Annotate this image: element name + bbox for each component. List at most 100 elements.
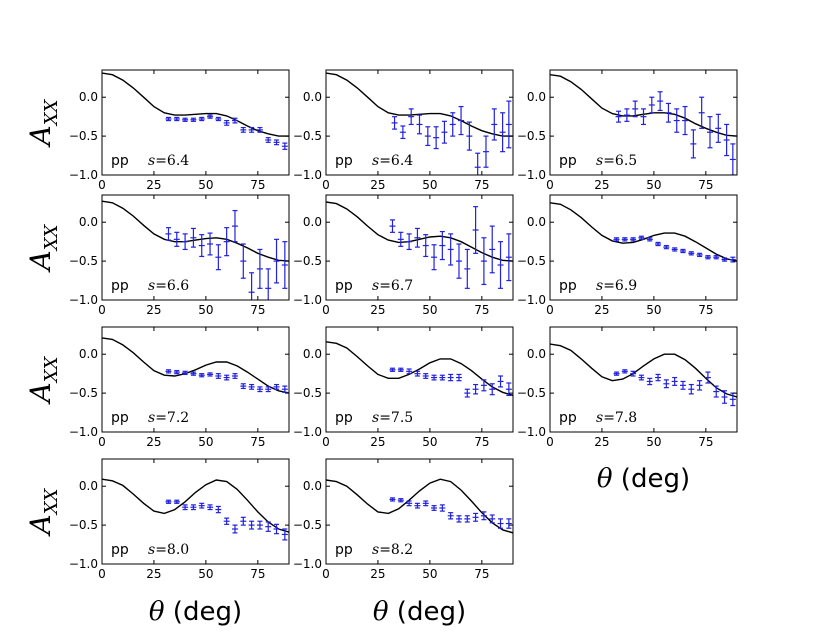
energy-value: =6.4 — [379, 153, 413, 169]
data-point — [256, 386, 263, 393]
y-axis-subscript: XX — [41, 223, 62, 252]
panel-frame — [101, 326, 290, 433]
y-axis-label-text: AXX — [24, 223, 62, 273]
panel-energy-label: s=6.9 — [596, 278, 637, 294]
panel-frame — [549, 194, 738, 301]
data-point — [455, 243, 462, 279]
panel-plot-area — [326, 201, 513, 289]
data-point — [729, 256, 736, 263]
data-point — [466, 121, 473, 151]
panel-6: 0 25 50 75 0.0 −0.5 −1.0 pp s=6.9 — [517, 194, 738, 317]
data-point — [640, 108, 647, 126]
data-point — [389, 367, 396, 372]
data-point — [455, 515, 462, 523]
panel-plot-area — [102, 478, 289, 541]
x-tick-label: 75 — [698, 178, 713, 192]
panel-label: pp — [559, 278, 577, 294]
data-point — [713, 255, 720, 260]
data-point — [248, 272, 255, 300]
panel-frame — [325, 458, 514, 565]
panel-energy-label: s=7.5 — [372, 410, 413, 426]
x-axis-label: θ (deg) — [597, 464, 690, 494]
data-point — [431, 244, 438, 271]
energy-value: =6.4 — [155, 153, 189, 169]
x-tick-label: 25 — [370, 178, 385, 192]
data-point — [408, 108, 415, 126]
y-axis-label-text: AXX — [24, 487, 62, 537]
energy-symbol: s — [372, 410, 379, 426]
y-axis-label: AXX — [24, 223, 62, 273]
y-tick-label: −0.5 — [69, 386, 98, 400]
data-point — [688, 383, 695, 395]
data-point — [464, 388, 471, 398]
data-point — [665, 102, 672, 123]
panel-label: pp — [111, 153, 129, 169]
x-axis-unit: (deg) — [613, 464, 691, 494]
y-tick-label: 0.0 — [527, 347, 546, 361]
x-tick-label: 25 — [594, 435, 609, 449]
x-tick-label: 50 — [422, 435, 437, 449]
x-tick-label: 75 — [698, 303, 713, 317]
energy-value: =6.9 — [603, 278, 637, 294]
data-point — [273, 523, 280, 535]
x-tick-label: 25 — [370, 435, 385, 449]
x-tick-label: 0 — [546, 303, 554, 317]
data-point — [679, 248, 686, 254]
data-point — [265, 137, 272, 143]
data-point — [422, 500, 429, 507]
data-point — [215, 373, 222, 379]
y-tick-label: −0.5 — [69, 254, 98, 268]
panel-energy-label: s=6.5 — [596, 153, 637, 169]
data-point — [713, 385, 720, 398]
data-point — [207, 114, 214, 119]
y-axis-label: AXX — [24, 355, 62, 405]
data-point — [499, 112, 506, 153]
data-point — [240, 243, 247, 279]
data-point — [704, 371, 711, 384]
theory-curve — [102, 200, 289, 262]
y-tick-label: −1.0 — [293, 168, 322, 182]
y-axis-symbol: A — [24, 250, 57, 273]
data-point — [281, 241, 288, 289]
data-point — [397, 231, 404, 247]
data-point — [207, 232, 214, 256]
energy-symbol: s — [372, 278, 379, 294]
data-point — [679, 380, 686, 390]
panel-3: 0 25 50 75 0.0 −0.5 −1.0 pp s=6.5 — [517, 69, 738, 192]
y-tick-label: −0.5 — [517, 254, 546, 268]
data-point — [182, 233, 189, 251]
data-point — [723, 123, 730, 157]
data-point — [505, 382, 512, 397]
theory-curve — [326, 201, 513, 262]
panel-label: pp — [111, 410, 129, 426]
y-tick-label: −1.0 — [69, 293, 98, 307]
theory-curve — [326, 341, 513, 397]
panel-plot-area — [326, 478, 513, 534]
x-tick-label: 75 — [474, 303, 489, 317]
panel-8: 0 25 50 75 0.0 −0.5 −1.0 pp s=7.5 — [293, 326, 514, 449]
data-point — [439, 374, 446, 381]
y-axis-symbol: A — [24, 125, 57, 148]
data-point — [497, 518, 504, 529]
data-point — [439, 504, 446, 512]
data-point — [414, 227, 421, 248]
y-tick-label: −0.5 — [293, 386, 322, 400]
panel-energy-label: s=6.6 — [148, 278, 189, 294]
data-point — [207, 504, 214, 511]
y-axis-symbol: A — [24, 382, 57, 405]
panel-frame — [325, 69, 514, 176]
data-point — [231, 373, 238, 379]
energy-symbol: s — [372, 153, 379, 169]
theory-curve — [102, 478, 289, 533]
data-point — [505, 233, 512, 282]
panel-frame — [101, 69, 290, 176]
x-tick-label: 0 — [98, 567, 106, 581]
data-point — [389, 497, 396, 502]
panel-frame — [325, 326, 514, 433]
x-tick-label: 25 — [146, 178, 161, 192]
x-tick-label: 50 — [422, 303, 437, 317]
data-point — [431, 505, 438, 511]
data-point — [399, 125, 406, 140]
data-point — [480, 511, 487, 521]
energy-value: =7.5 — [379, 410, 413, 426]
